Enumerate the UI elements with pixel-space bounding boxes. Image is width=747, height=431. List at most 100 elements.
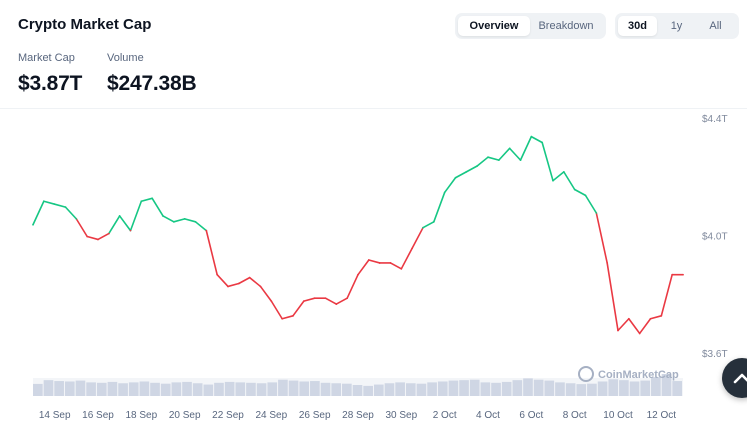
volume-bar <box>192 383 203 396</box>
volume-bar <box>661 374 672 396</box>
volume-bar <box>310 381 320 396</box>
volume-bar <box>320 382 331 396</box>
data-point <box>378 262 381 264</box>
line-segment <box>573 188 587 197</box>
data-point <box>75 218 78 220</box>
data-point <box>162 215 164 217</box>
y-tick-label: $4.0T <box>702 232 728 243</box>
line-segment <box>454 171 468 179</box>
line-segment <box>118 215 132 232</box>
line-segment <box>465 165 478 173</box>
x-tick-label: 20 Sep <box>169 410 201 421</box>
volume-bar <box>672 381 682 396</box>
line-segment <box>151 197 164 217</box>
volume-bar <box>555 382 565 396</box>
volume-bar <box>629 381 640 396</box>
data-point <box>259 285 262 288</box>
data-point <box>303 300 305 302</box>
x-tick-label: 4 Oct <box>476 410 500 421</box>
data-point <box>422 226 424 229</box>
volume-bar <box>331 383 342 396</box>
volume-bar <box>373 384 384 396</box>
data-point <box>508 147 511 150</box>
tab-breakdown[interactable]: Breakdown <box>538 20 594 32</box>
x-tick-label: 24 Sep <box>255 410 287 421</box>
volume-bar <box>224 381 235 396</box>
volume-bar <box>342 383 352 396</box>
volume-bar <box>363 385 373 396</box>
line-segment <box>649 315 663 320</box>
line-segment <box>86 235 99 241</box>
x-tick-label: 10 Oct <box>603 410 633 421</box>
line-segment <box>270 300 283 320</box>
volume-bar <box>608 379 619 396</box>
volume-bar <box>565 383 576 396</box>
chevron-up-icon <box>733 373 747 384</box>
volume-bar <box>256 383 267 396</box>
volume-bar <box>214 382 224 396</box>
volume-value: $247.38B <box>107 72 197 95</box>
line-segment <box>238 276 251 285</box>
line-segment <box>584 194 598 214</box>
volume-bar <box>480 382 491 396</box>
volume-bar <box>640 380 651 396</box>
volume-bar <box>278 379 288 396</box>
volume-bar <box>96 382 107 396</box>
volume-bar <box>150 382 160 396</box>
data-point <box>108 232 110 235</box>
x-tick-label: 2 Oct <box>433 410 457 421</box>
watermark: CoinMarketCap <box>578 366 679 382</box>
x-tick-label: 6 Oct <box>519 410 543 421</box>
volume-bar <box>597 381 608 396</box>
x-tick-label: 12 Oct <box>647 410 677 421</box>
line-segment <box>411 226 424 250</box>
scroll-to-top-button[interactable] <box>722 358 747 398</box>
line-segment <box>389 262 403 270</box>
line-segment <box>281 315 294 320</box>
data-point <box>411 247 413 250</box>
volume-bar <box>203 384 214 396</box>
x-tick-label: 26 Sep <box>299 410 331 421</box>
data-point <box>443 191 446 194</box>
volume-bar <box>491 382 501 396</box>
line-segment <box>292 300 305 317</box>
line-segment <box>97 232 110 241</box>
view-tab-group: Overview Breakdown <box>455 13 606 39</box>
data-point <box>86 235 88 238</box>
line-segment <box>519 135 533 161</box>
data-point <box>487 156 489 158</box>
data-point <box>454 176 457 179</box>
watermark-text: CoinMarketCap <box>598 369 679 381</box>
data-point <box>173 221 175 223</box>
tab-overview[interactable]: Overview <box>458 16 530 36</box>
x-tick-label: 28 Sep <box>342 410 374 421</box>
data-point <box>357 273 359 276</box>
x-tick-label: 22 Sep <box>212 410 244 421</box>
data-point <box>498 159 500 161</box>
line-segment <box>595 212 608 264</box>
x-axis: 14 Sep 16 Sep 18 Sep 20 Sep 22 Sep 24 Sep 26 S… <box>39 410 676 421</box>
tab-1y[interactable]: 1y <box>670 20 683 32</box>
line-segment <box>248 276 262 288</box>
data-point <box>140 200 143 203</box>
data-point <box>573 188 576 191</box>
data-point <box>368 259 370 261</box>
tab-all[interactable]: All <box>709 20 722 32</box>
volume-bar <box>54 381 64 396</box>
line-segment <box>498 147 511 161</box>
line-segment <box>140 197 153 203</box>
volume-bar <box>352 385 363 396</box>
line-segment <box>205 229 218 276</box>
data-point <box>541 141 543 144</box>
volume-bar <box>86 382 96 396</box>
volume-bar <box>182 381 192 396</box>
market-cap-line <box>32 135 684 335</box>
line-segment <box>194 221 208 232</box>
line-segment <box>606 262 619 332</box>
data-point <box>292 315 294 317</box>
x-tick-label: 14 Sep <box>39 410 71 421</box>
data-point <box>64 206 67 208</box>
market-cap-stat: Market Cap $3.87T <box>18 52 82 96</box>
line-segment <box>303 297 316 302</box>
tab-30d[interactable]: 30d <box>618 16 657 36</box>
